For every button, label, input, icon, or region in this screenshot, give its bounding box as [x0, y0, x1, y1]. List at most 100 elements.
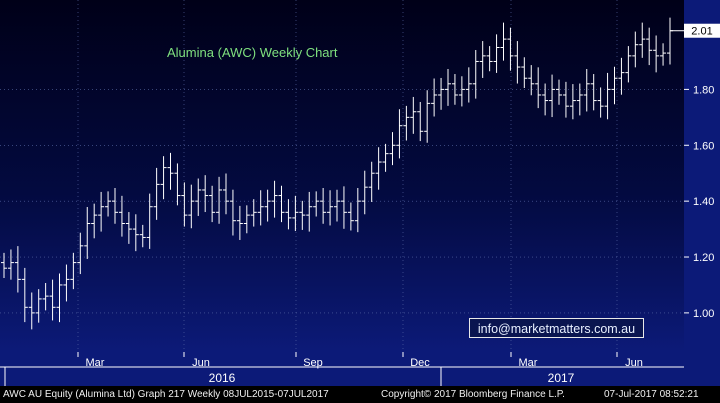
ohlc-bar [250, 199, 257, 227]
ohlc-bar [340, 186, 347, 229]
ohlc-bar [292, 195, 299, 232]
ohlc-bar [49, 279, 56, 321]
timestamp: 07-Jul-2017 08:52:21 [604, 389, 699, 400]
x-tick-label: Sep [303, 357, 323, 369]
ohlc-bar [236, 205, 243, 240]
ohlc-bar [327, 190, 334, 226]
x-tick-label: Jun [625, 357, 643, 369]
x-tick-label: Jun [192, 357, 210, 369]
ohlc-bar [625, 46, 632, 83]
ohlc-bar [569, 84, 576, 120]
ohlc-bar [445, 69, 451, 106]
x-tick-label: Dec [410, 357, 430, 369]
ohlc-bar [306, 191, 313, 232]
ohlc-bar [181, 182, 188, 227]
ohlc-bar [528, 65, 535, 96]
ohlc-bar [417, 101, 424, 142]
ohlc-bar [611, 66, 618, 105]
ohlc-bar [209, 185, 216, 223]
x-year-label: 2017 [548, 371, 575, 385]
ohlc-bar [105, 191, 112, 217]
ohlc-bar [146, 193, 153, 249]
ohlc-bar [98, 191, 105, 232]
ohlc-bar [347, 202, 354, 231]
chart-title: Alumina (AWC) Weekly Chart [167, 45, 338, 60]
ohlc-bar [479, 41, 486, 78]
ohlc-bar [139, 224, 146, 248]
ohlc-bar [320, 188, 327, 224]
ohlc-bar [403, 105, 410, 141]
ohlc-bar [313, 191, 320, 217]
ohlc-bar [465, 67, 472, 103]
x-tick-label: Mar [519, 357, 538, 369]
ohlc-bar [243, 205, 250, 234]
ohlc-bar [472, 50, 479, 99]
ohlc-bar [84, 207, 91, 259]
ohlc-bar [56, 273, 63, 323]
ohlc-bar [125, 212, 132, 244]
ohlc-bar [174, 163, 181, 206]
ohlc-bar [556, 79, 562, 105]
ohlc-bar [63, 264, 70, 302]
ohlc-bar [354, 188, 361, 233]
ohlc-bar [229, 189, 236, 236]
ohlc-bar [35, 289, 42, 323]
ohlc-bar [396, 109, 403, 159]
ohlc-bar [112, 188, 118, 224]
ohlc-bar [334, 189, 340, 222]
ohlc-bar [132, 214, 139, 252]
ohlc-bar [653, 35, 660, 73]
x-tick-label: Mar [86, 357, 105, 369]
y-tick-label: 1.60 [693, 140, 714, 152]
ohlc-bar [451, 74, 458, 105]
ohlc-bar [202, 175, 209, 213]
ohlc-bar [375, 147, 382, 190]
ohlc-bar [21, 267, 28, 323]
ohlc-bar [438, 77, 445, 110]
ohlc-bar [278, 185, 285, 223]
ohlc-bar [1, 252, 7, 278]
ohlc-bar [549, 74, 556, 118]
ohlc-bar [646, 27, 653, 66]
ohlc-bar [271, 180, 278, 218]
ohlc-bar [285, 199, 292, 230]
ohlc-bar [160, 156, 167, 200]
last-price-label: 2.01 [691, 26, 712, 38]
ohlc-bar [493, 34, 500, 73]
ohlc-bar [153, 167, 160, 220]
ohlc-bar [576, 83, 583, 116]
x-year-label: 2016 [209, 371, 236, 385]
ohlc-bar [618, 57, 625, 95]
y-tick-label: 1.20 [693, 252, 714, 264]
ohlc-bar [70, 252, 77, 290]
ohlc-bar [77, 232, 84, 275]
ohlc-bar [431, 78, 438, 117]
ohlc-bar [264, 189, 271, 222]
ohlc-bars [1, 17, 673, 330]
ohlc-bar [118, 195, 125, 237]
ohlc-bar [382, 143, 389, 172]
ohlc-bar [361, 170, 368, 215]
ohlc-bar [7, 249, 14, 280]
contact-email-link[interactable]: info@marketmatters.com.au [469, 318, 644, 338]
ohlc-bar [28, 292, 35, 330]
footer-bar: AWC AU Equity (Alumina Ltd) Graph 217 We… [0, 386, 720, 403]
ohlc-bar [299, 200, 306, 230]
ohlc-bar [562, 81, 569, 118]
ohlc-bar [597, 87, 604, 118]
ticker-info: AWC AU Equity (Alumina Ltd) Graph 217 We… [3, 389, 329, 400]
copyright-text: Copyright© 2017 Bloomberg Finance L.P. [381, 389, 565, 400]
ohlc-bar [500, 22, 507, 61]
ohlc-bar [42, 282, 49, 311]
ohlc-bar [91, 203, 98, 239]
plot-background [0, 0, 684, 352]
ohlc-bar [424, 90, 431, 143]
ohlc-bar [639, 22, 646, 58]
ohlc-bar [216, 176, 223, 224]
y-tick-label: 1.80 [693, 84, 714, 96]
axis-background [684, 0, 720, 386]
ohlc-bar [660, 43, 667, 66]
y-tick-label: 1.40 [693, 196, 714, 208]
ohlc-bar [486, 46, 493, 72]
